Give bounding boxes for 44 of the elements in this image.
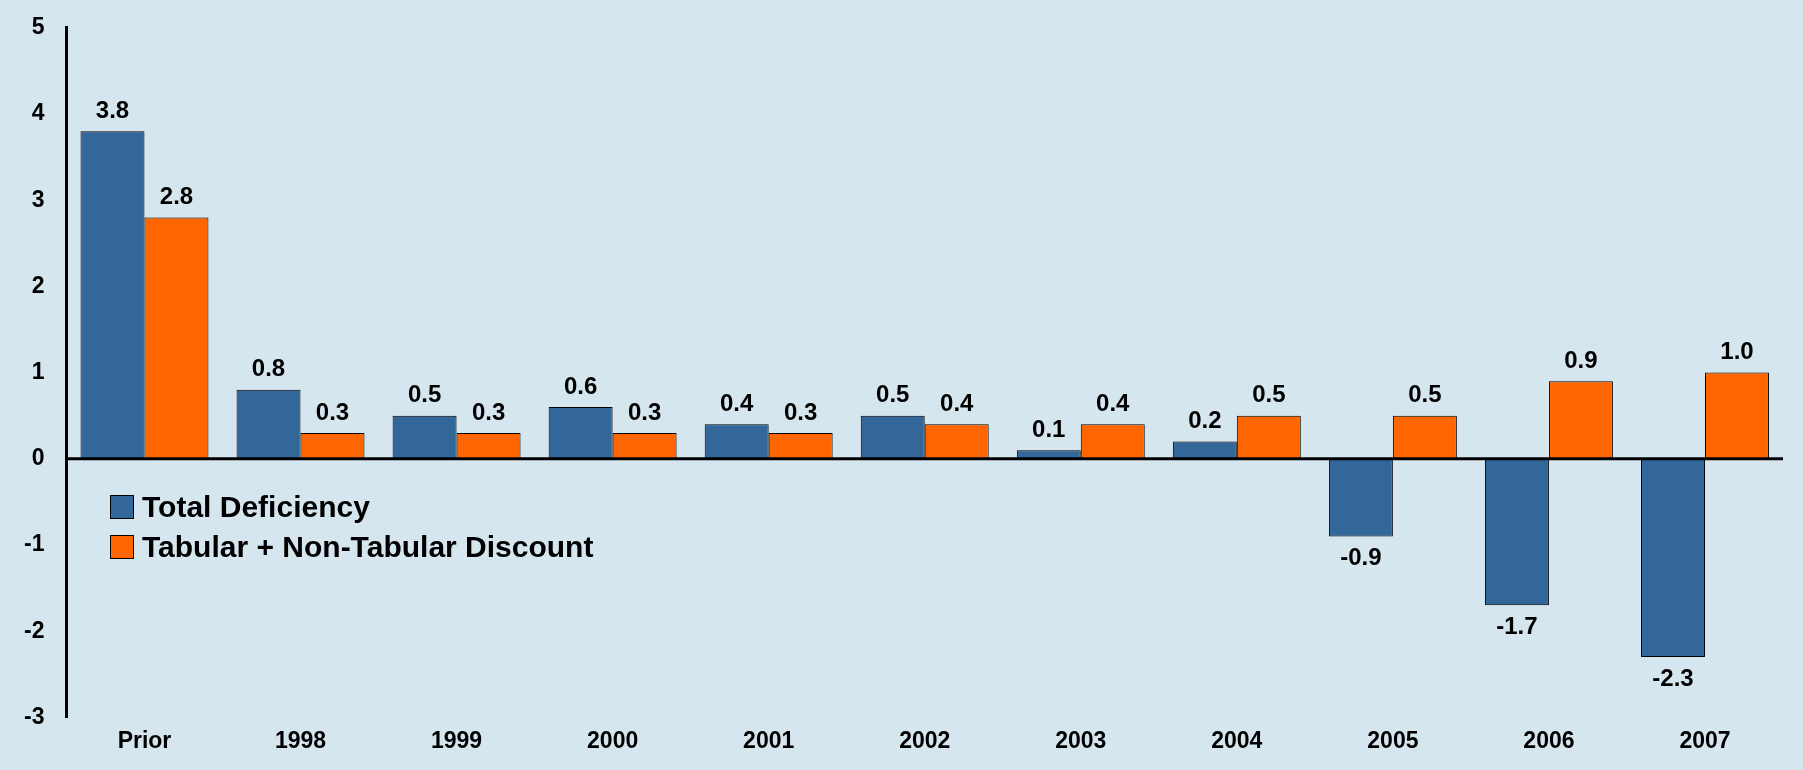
y-tick-label: 1: [31, 357, 45, 384]
data-label: 0.4: [720, 388, 755, 416]
y-tick-label: 2: [31, 271, 45, 298]
data-label: 1.0: [1720, 337, 1754, 365]
y-tick-label: -3: [24, 702, 45, 729]
legend-label: Tabular + Non-Tabular Discount: [142, 530, 594, 564]
data-label: -1.7: [1496, 611, 1538, 639]
data-label: 0.4: [1096, 388, 1131, 416]
data-label: 0.4: [940, 388, 975, 416]
x-tick-label: 2006: [1523, 726, 1575, 753]
data-label: 0.9: [1564, 345, 1598, 373]
data-label: -0.9: [1340, 543, 1382, 571]
legend-label: Total Deficiency: [142, 490, 370, 524]
data-label: 0.3: [627, 397, 662, 425]
y-tick-label: -1: [24, 530, 45, 557]
data-label: 0.8: [251, 354, 286, 382]
data-label: 0.3: [315, 397, 350, 425]
y-tick-label: 0: [31, 444, 45, 471]
data-label: 0.5: [1252, 380, 1286, 408]
data-label: 2.8: [159, 182, 194, 210]
x-tick-label: 2004: [1211, 726, 1263, 753]
data-label: 0.5: [407, 380, 442, 408]
x-tick-label: 1999: [430, 726, 483, 753]
data-label: -2.3: [1652, 663, 1694, 691]
x-tick-label: 2001: [743, 726, 795, 753]
x-tick-label: 1998: [274, 726, 327, 753]
data-label: 3.8: [95, 95, 130, 123]
data-label: 0.1: [1032, 414, 1066, 442]
x-tick-label: 2005: [1367, 726, 1419, 753]
x-tick-label: 2000: [587, 726, 639, 753]
data-label: 0.3: [471, 397, 506, 425]
x-tick-label: 2003: [1055, 726, 1107, 753]
data-label: 0.5: [1408, 380, 1442, 408]
x-tick-label: Prior: [117, 726, 172, 753]
data-label: 0.5: [876, 380, 910, 408]
y-tick-label: -2: [24, 616, 45, 643]
x-tick-label: 2002: [899, 726, 951, 753]
y-tick-label: 4: [31, 99, 45, 126]
y-tick-label: 3: [31, 185, 45, 212]
x-tick-label: 2007: [1679, 726, 1731, 753]
y-tick-label: 5: [31, 13, 45, 40]
data-label: 0.6: [563, 371, 598, 399]
data-label: 0.3: [783, 397, 818, 425]
data-label: 0.2: [1188, 406, 1222, 434]
